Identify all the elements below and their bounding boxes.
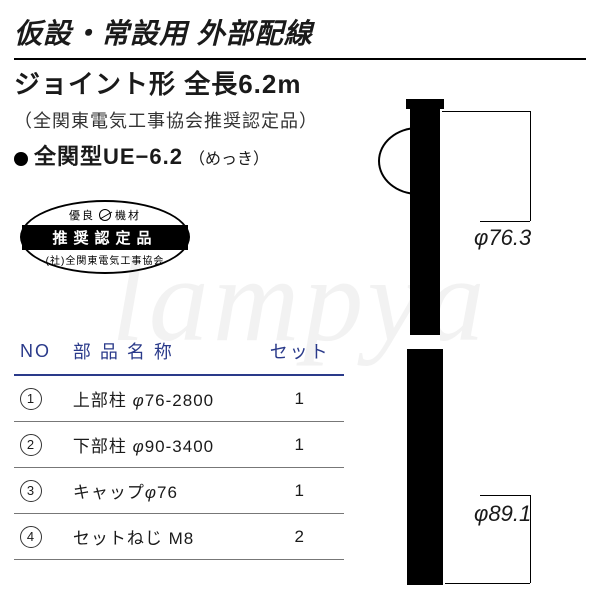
cell-set: 1 — [255, 375, 344, 422]
title-line-1: 仮設・常設用 外部配線 — [14, 12, 586, 52]
cell-no: 1 — [14, 375, 67, 422]
cell-name: セットねじ M8 — [67, 514, 256, 560]
cell-set: 1 — [255, 422, 344, 468]
th-name: 部 品 名 称 — [67, 330, 256, 375]
certification-badge: 優良 機材 推奨認定品 (社)全関東電気工事協会 — [20, 200, 190, 274]
cell-set: 1 — [255, 468, 344, 514]
part-name-prefix: 上部柱 — [73, 391, 133, 410]
cell-name: 下部柱 φ90-3400 — [67, 422, 256, 468]
dim-leader — [480, 221, 530, 222]
badge-top-text-2: 機材 — [115, 207, 141, 223]
title-rule — [14, 58, 586, 60]
phi-symbol: φ — [145, 483, 157, 502]
th-set: セット — [255, 330, 344, 375]
dim-leader — [530, 111, 531, 221]
row-number: 4 — [20, 526, 42, 548]
badge-top: 優良 機材 — [69, 207, 141, 223]
table-row: 3 キャップφ76 1 — [14, 468, 344, 514]
badge-bot: (社)全関東電気工事協会 — [46, 252, 165, 267]
dimension-top: φ76.3 — [474, 225, 531, 251]
row-number: 1 — [20, 388, 42, 410]
table-row: 4 セットねじ M8 2 — [14, 514, 344, 560]
dimension-bottom: φ89.1 — [474, 501, 531, 527]
lower-pole — [407, 349, 443, 585]
bullet-icon — [14, 152, 28, 166]
badge-mark-icon — [99, 209, 111, 221]
pole-joint-gap — [410, 335, 440, 349]
upper-pole — [410, 105, 440, 335]
cell-no: 4 — [14, 514, 67, 560]
row-number: 2 — [20, 434, 42, 456]
dim-bot-value: 89.1 — [488, 501, 531, 526]
badge-top-text-1: 優良 — [69, 207, 95, 223]
plating-label: （めっき） — [189, 145, 269, 169]
cell-set: 2 — [255, 514, 344, 560]
part-name-suffix: 76 — [157, 483, 178, 502]
part-name-prefix: キャップ — [73, 483, 145, 502]
parts-table: NO 部 品 名 称 セット 1 上部柱 φ76-2800 1 2 下部柱 φ9… — [14, 330, 344, 560]
phi-symbol: φ — [133, 437, 145, 456]
badge-mid: 推奨認定品 — [22, 225, 188, 250]
title-line-2: ジョイント形 全長6.2m — [14, 64, 586, 101]
phi-symbol: φ — [474, 225, 488, 250]
phi-symbol: φ — [133, 391, 145, 410]
table-row: 2 下部柱 φ90-3400 1 — [14, 422, 344, 468]
part-name-prefix: 下部柱 — [73, 437, 133, 456]
part-name-prefix: セットねじ M8 — [73, 529, 194, 548]
model-label: 全関型UE−6.2 — [34, 139, 183, 171]
th-no: NO — [14, 330, 67, 375]
table-header-row: NO 部 品 名 称 セット — [14, 330, 344, 375]
dim-leader — [445, 583, 530, 584]
cell-name: キャップφ76 — [67, 468, 256, 514]
cell-name: 上部柱 φ76-2800 — [67, 375, 256, 422]
part-name-suffix: 90-3400 — [145, 437, 214, 456]
phi-symbol: φ — [474, 501, 488, 526]
table-row: 1 上部柱 φ76-2800 1 — [14, 375, 344, 422]
row-number: 3 — [20, 480, 42, 502]
cell-no: 3 — [14, 468, 67, 514]
dim-leader — [442, 111, 530, 112]
dim-leader — [480, 495, 530, 496]
cell-no: 2 — [14, 422, 67, 468]
pole-diagram: φ76.3 φ89.1 — [370, 105, 540, 585]
part-name-suffix: 76-2800 — [145, 391, 214, 410]
dim-top-value: 76.3 — [488, 225, 531, 250]
